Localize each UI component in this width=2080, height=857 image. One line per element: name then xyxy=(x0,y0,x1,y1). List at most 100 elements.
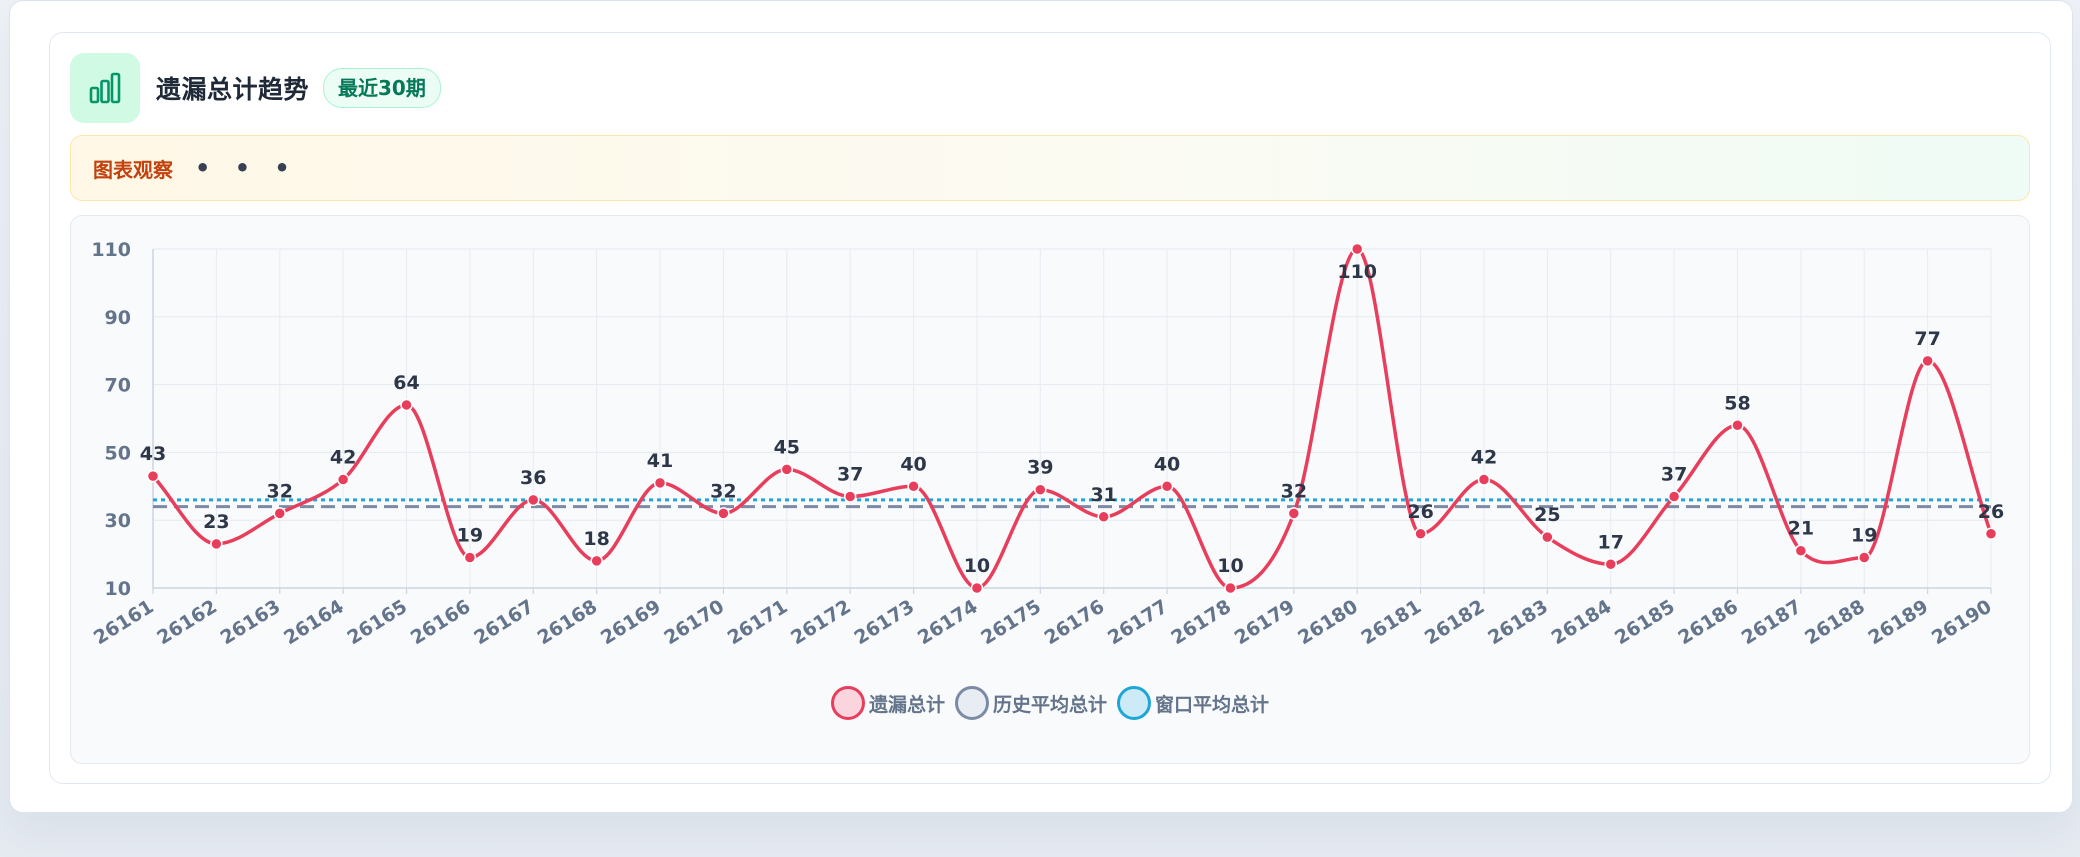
data-point xyxy=(463,551,477,564)
data-point xyxy=(907,480,920,493)
data-label: 45 xyxy=(774,436,800,458)
period-badge: 最近30期 xyxy=(323,68,441,108)
data-label: 26 xyxy=(1978,501,2004,523)
data-point xyxy=(1667,490,1681,503)
legend-item-window-avg[interactable]: 窗口平均总计 xyxy=(1117,686,1269,720)
x-tick-label: 26163 xyxy=(217,596,285,650)
data-label: 36 xyxy=(520,467,546,489)
data-point xyxy=(400,398,413,412)
data-label: 42 xyxy=(1471,447,1497,469)
data-label: 39 xyxy=(1027,457,1053,479)
x-tick-label: 26165 xyxy=(343,596,411,650)
data-label: 10 xyxy=(1217,555,1243,577)
x-tick-label: 26173 xyxy=(850,596,918,650)
data-point xyxy=(1857,551,1871,564)
bar-chart-icon xyxy=(70,53,140,123)
data-point xyxy=(1160,480,1174,493)
data-point xyxy=(210,537,223,551)
x-tick-label: 26171 xyxy=(724,596,792,650)
data-label: 40 xyxy=(900,453,926,475)
x-tick-label: 26185 xyxy=(1611,596,1679,650)
x-tick-label: 26170 xyxy=(660,596,728,650)
x-tick-label: 26189 xyxy=(1865,596,1933,650)
x-tick-label: 26174 xyxy=(914,596,982,650)
insight-label: 图表观察 xyxy=(93,157,173,182)
data-label: 21 xyxy=(1788,518,1814,540)
data-label: 77 xyxy=(1914,328,1940,350)
data-label: 17 xyxy=(1597,531,1623,553)
trend-card: 遗漏总计趋势 最近30期 图表观察 • • • 10 30 50 70 90 110 261… xyxy=(49,32,2051,784)
insight-bar[interactable]: 图表观察 • • • xyxy=(70,135,2030,201)
data-label: 10 xyxy=(964,555,990,577)
legend-swatch-hist-avg xyxy=(954,686,989,720)
legend-item-hist-avg[interactable]: 历史平均总计 xyxy=(954,686,1107,720)
data-point xyxy=(780,463,794,476)
legend-swatch-window-avg xyxy=(1117,686,1151,720)
x-tick-label: 26164 xyxy=(280,596,348,650)
x-tick-label: 26175 xyxy=(977,596,1045,650)
data-label: 25 xyxy=(1534,504,1560,526)
chart-legend: 遗漏总计 历史平均总计 窗口平均总计 xyxy=(71,680,2029,726)
data-label: 19 xyxy=(1851,524,1877,546)
data-point xyxy=(1414,527,1427,541)
page-container: 遗漏总计趋势 最近30期 图表观察 • • • 10 30 50 70 90 110 261… xyxy=(9,0,2073,813)
x-tick-label: 26168 xyxy=(534,596,602,650)
legend-label: 窗口平均总计 xyxy=(1155,693,1270,716)
legend-label: 遗漏总计 xyxy=(868,693,945,716)
data-label: 32 xyxy=(267,480,293,502)
x-tick-label: 26180 xyxy=(1294,596,1362,650)
y-tick-label: 30 xyxy=(105,510,131,532)
y-tick-label: 110 xyxy=(91,239,131,261)
data-point xyxy=(1224,581,1237,595)
chart-panel: 10 30 50 70 90 110 26161 26162 26163 26164 26165 26… xyxy=(70,215,2030,764)
data-label: 64 xyxy=(393,372,419,394)
y-tick-label: 70 xyxy=(105,375,131,397)
line-chart: 1030507090110261612616226163261642616526… xyxy=(90,239,2004,650)
x-tick-label: 26176 xyxy=(1041,596,1109,650)
x-tick-label: 26188 xyxy=(1801,596,1869,650)
data-point xyxy=(1097,510,1110,524)
data-point xyxy=(1921,354,1934,368)
data-point xyxy=(527,493,540,507)
data-point xyxy=(1287,507,1301,520)
data-label: 110 xyxy=(1337,261,1377,283)
data-point xyxy=(1350,242,1364,256)
data-point xyxy=(1984,527,1998,541)
data-point xyxy=(273,507,287,520)
data-point xyxy=(336,473,350,486)
data-label: 26 xyxy=(1407,501,1433,523)
series-line-main xyxy=(151,247,1993,590)
legend-label: 历史平均总计 xyxy=(992,693,1107,716)
data-point xyxy=(1794,544,1808,557)
data-label: 37 xyxy=(1661,463,1687,485)
data-label: 31 xyxy=(1090,484,1116,506)
x-tick-label: 26179 xyxy=(1231,596,1299,650)
x-tick-label: 26172 xyxy=(787,596,855,650)
data-label: 37 xyxy=(837,463,863,485)
x-tick-label: 26190 xyxy=(1928,596,1996,650)
data-point xyxy=(1034,483,1047,496)
card-header: 遗漏总计趋势 最近30期 xyxy=(70,53,441,123)
data-point xyxy=(970,581,984,595)
x-tick-label: 26181 xyxy=(1358,596,1426,650)
y-tick-label: 10 xyxy=(105,578,131,600)
x-tick-label: 26186 xyxy=(1674,596,1742,650)
data-point xyxy=(1604,558,1617,571)
data-label: 23 xyxy=(203,511,229,533)
more-icon[interactable]: • • • xyxy=(195,154,298,182)
data-label: 32 xyxy=(710,480,736,502)
x-tick-label: 26182 xyxy=(1421,596,1489,650)
data-label: 58 xyxy=(1724,392,1750,414)
x-tick-label: 26169 xyxy=(597,596,665,650)
y-tick-label: 50 xyxy=(105,442,131,464)
data-label: 41 xyxy=(647,450,673,472)
data-label: 18 xyxy=(583,528,609,550)
legend-swatch-main xyxy=(830,686,865,720)
x-tick-label: 26161 xyxy=(90,596,158,650)
x-tick-label: 26177 xyxy=(1104,596,1172,650)
data-point xyxy=(590,554,603,568)
x-tick-label: 26167 xyxy=(470,596,538,650)
legend-item-main[interactable]: 遗漏总计 xyxy=(830,686,945,720)
y-tick-label: 90 xyxy=(105,307,131,329)
x-tick-label: 26187 xyxy=(1738,596,1806,650)
